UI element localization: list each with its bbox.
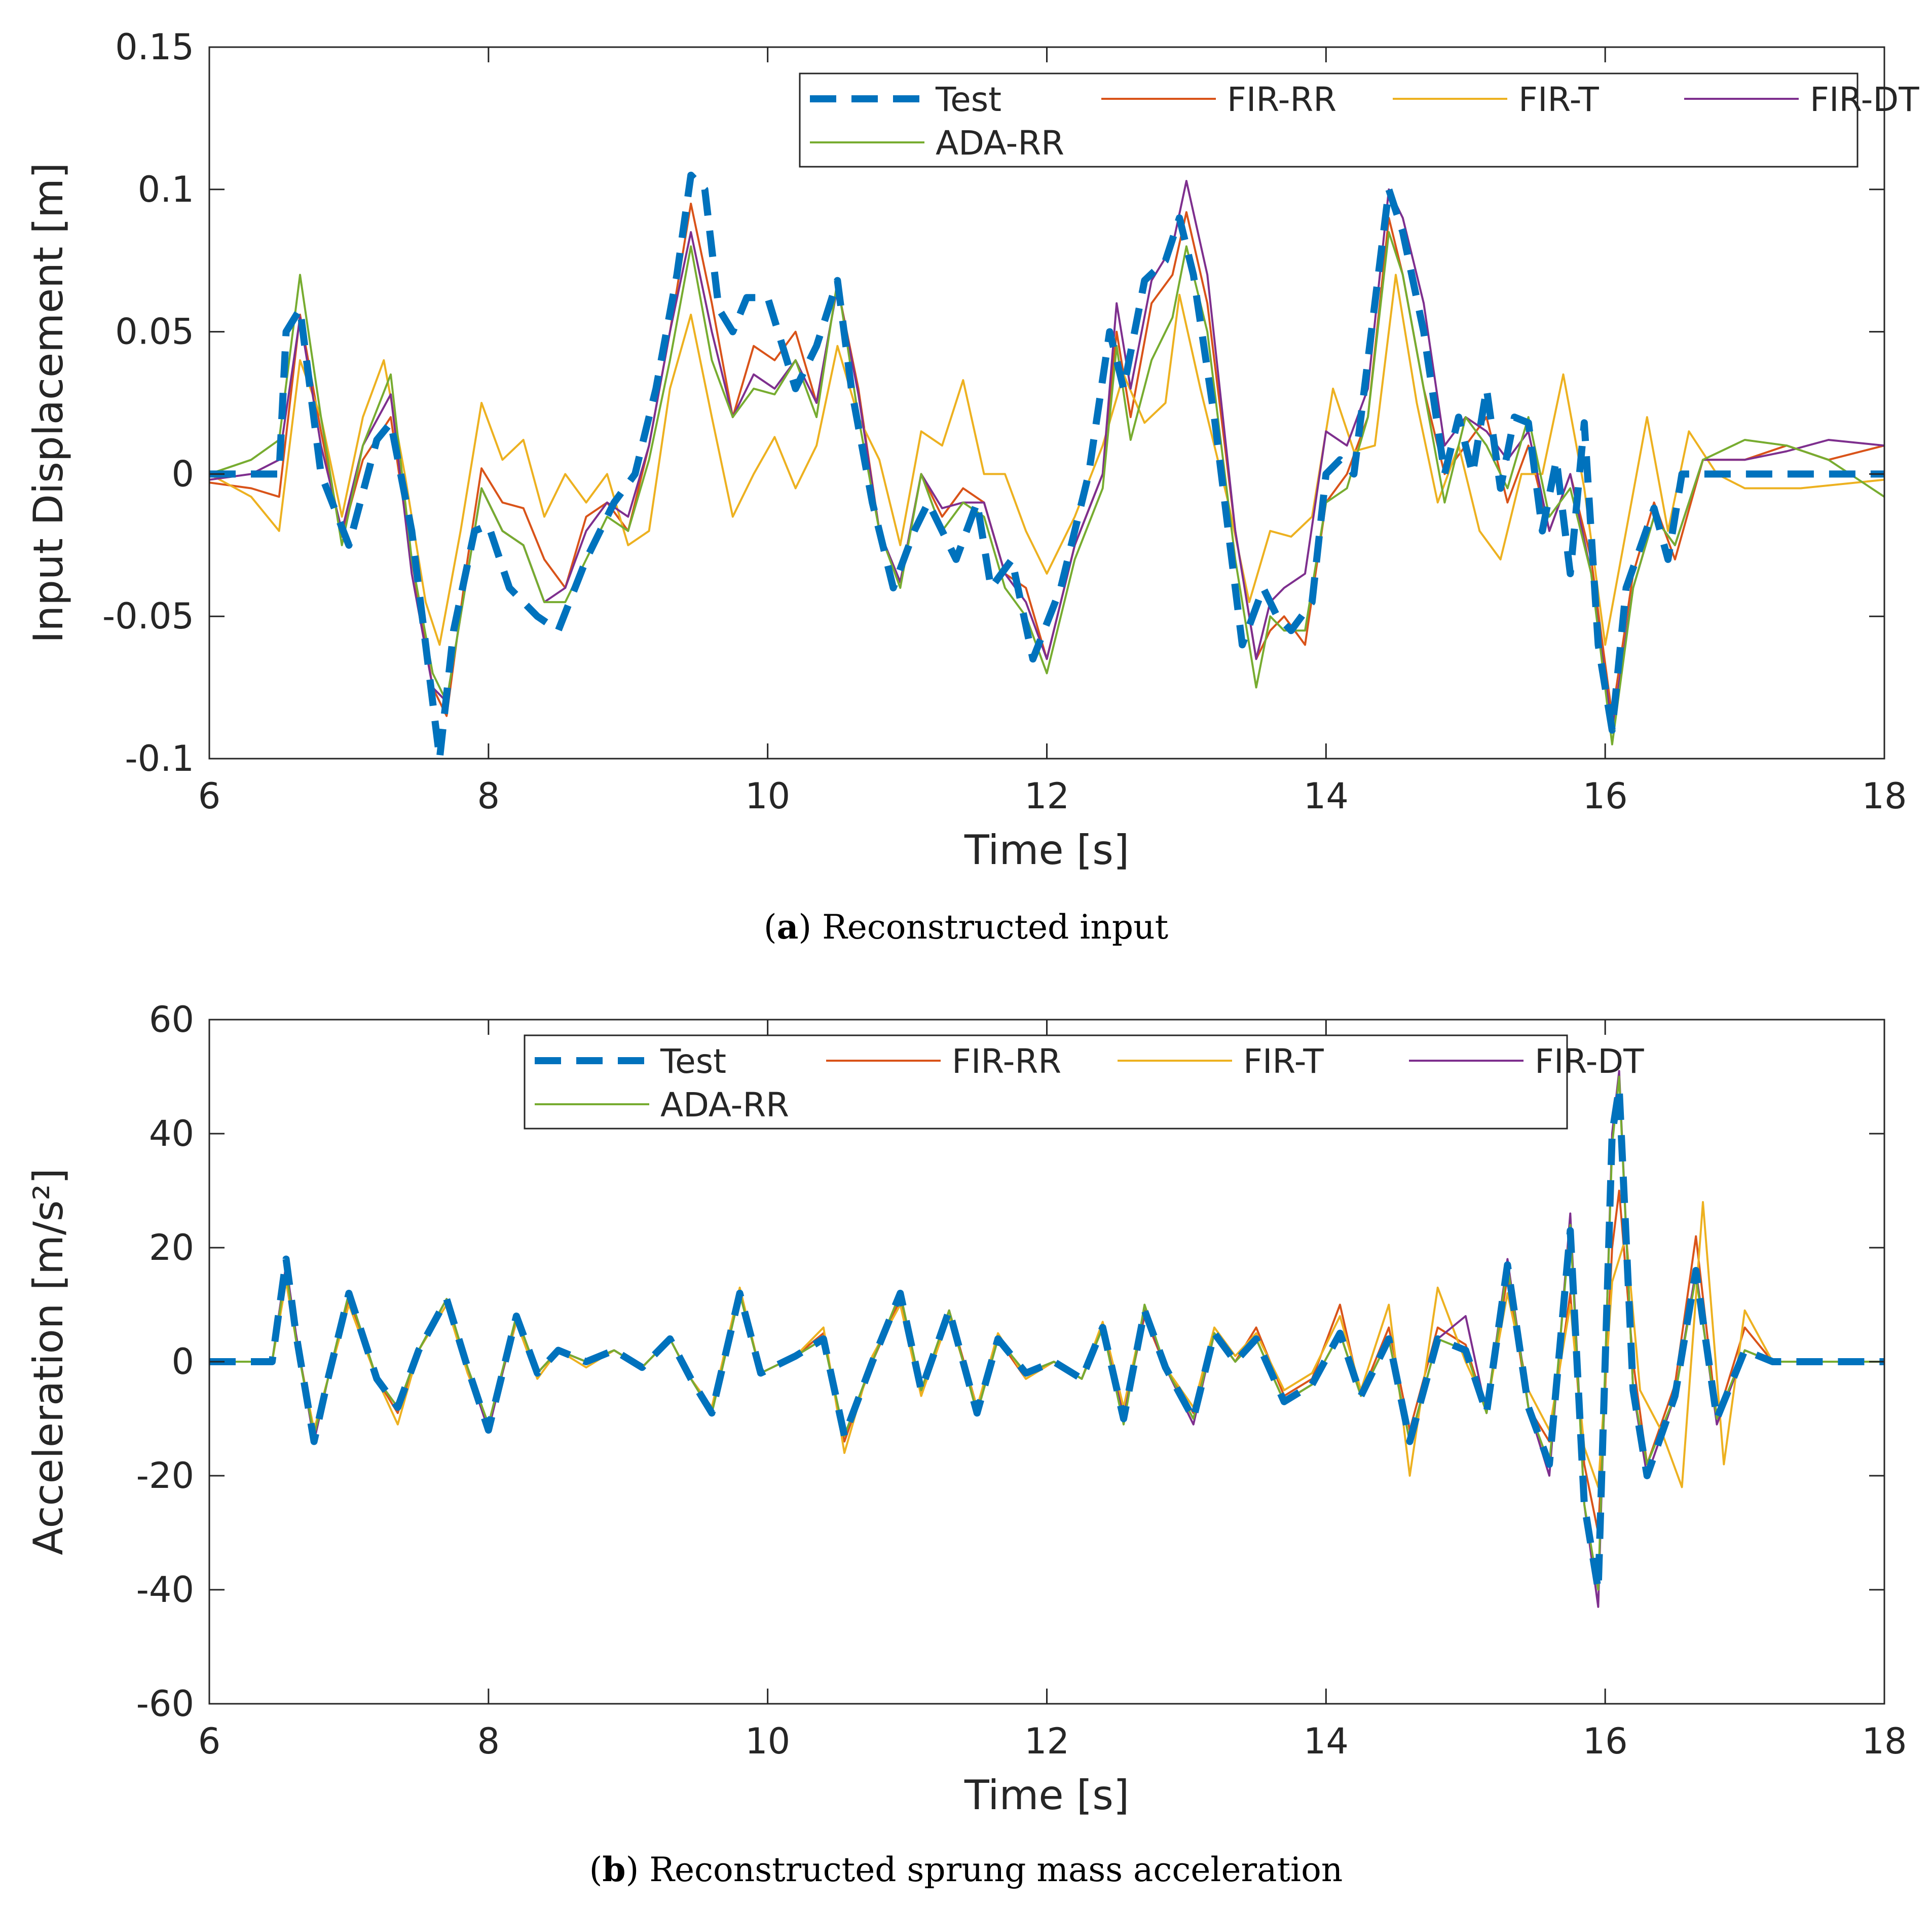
x-tick-label: 12	[1024, 1720, 1069, 1762]
x-tick-label: 14	[1304, 1720, 1349, 1762]
chart-panel-a: 6 8 10 12 14 16 18 -0.1 -0.05 0 0.05 0.1 0.15 Time [s…	[25, 26, 1919, 874]
x-tick-label: 10	[745, 775, 790, 817]
legend-box	[524, 1034, 1568, 1130]
caption-b-label: b	[602, 1850, 626, 1889]
x-tick-label: 6	[198, 1720, 221, 1762]
legend-label-ada-rr: ADA-RR	[936, 124, 1064, 163]
y-tick-label: 0.1	[138, 169, 194, 210]
series-line-test	[209, 1084, 1884, 1593]
y-axis-label: Acceleration [m/s²]	[25, 1168, 72, 1555]
y-tick-label: -0.1	[125, 738, 194, 779]
y-tick-label: -40	[136, 1569, 194, 1611]
legend-label-fir-dt: FIR-DT	[1810, 80, 1919, 119]
legend-label-test: Test	[935, 80, 1001, 119]
legend-label-fir-rr: FIR-RR	[952, 1042, 1061, 1081]
y-tick-label: 0.05	[115, 311, 194, 353]
x-tick-label: 18	[1862, 775, 1907, 817]
legend-label-fir-dt: FIR-DT	[1535, 1042, 1644, 1081]
x-tick-label: 16	[1583, 775, 1628, 817]
x-axis-label: Time [s]	[964, 1772, 1129, 1819]
caption-a: (a) Reconstructed input	[763, 907, 1169, 947]
legend: Test FIR-RR FIR-T FIR-DT ADA-RR	[524, 1034, 1644, 1130]
y-tick-label: 40	[149, 1113, 194, 1154]
legend: Test FIR-RR FIR-T FIR-DT ADA-RR	[799, 72, 1919, 168]
caption-a-label: a	[776, 907, 799, 947]
y-tick-label: 20	[149, 1227, 194, 1268]
plot-area	[209, 1070, 1884, 1608]
y-tick-label: -60	[136, 1683, 194, 1725]
chart-panel-b: 6 8 10 12 14 16 18 -60 -40 -20 0 20 40 60 Time [s] Acce…	[25, 999, 1907, 1819]
x-tick-label: 14	[1304, 775, 1349, 817]
legend-label-fir-t: FIR-T	[1518, 80, 1599, 119]
x-axis-label: Time [s]	[964, 827, 1129, 874]
caption-a-text: Reconstructed input	[822, 908, 1169, 947]
legend-label-ada-rr: ADA-RR	[660, 1086, 789, 1125]
caption-b: (b) Reconstructed sprung mass accelerati…	[589, 1850, 1343, 1889]
x-tick-label: 16	[1583, 1720, 1628, 1762]
series-line-fir-t	[209, 274, 1884, 646]
series-line-ada-rr	[209, 231, 1884, 745]
y-tick-label: 0.15	[115, 26, 194, 68]
y-tick-label: 0	[171, 1341, 194, 1382]
y-tick-label: -20	[136, 1455, 194, 1497]
y-tick-label: -0.05	[102, 595, 194, 637]
plot-area	[209, 171, 1884, 759]
y-tick-label: 0	[171, 453, 194, 495]
x-tick-label: 8	[477, 1720, 500, 1762]
x-tick-label: 12	[1024, 775, 1069, 817]
legend-box	[799, 72, 1859, 168]
x-tick-label: 18	[1862, 1720, 1907, 1762]
caption-b-text: Reconstructed sprung mass acceleration	[649, 1850, 1343, 1889]
x-tick-label: 6	[198, 775, 221, 817]
legend-label-fir-rr: FIR-RR	[1227, 80, 1336, 119]
y-axis-label: Input Displacement [m]	[25, 163, 72, 643]
legend-label-test: Test	[660, 1042, 726, 1081]
x-tick-label: 8	[477, 775, 500, 817]
legend-label-fir-t: FIR-T	[1243, 1042, 1324, 1081]
x-tick-label: 10	[745, 1720, 790, 1762]
series-line-test	[209, 171, 1884, 759]
y-tick-label: 60	[149, 999, 194, 1040]
